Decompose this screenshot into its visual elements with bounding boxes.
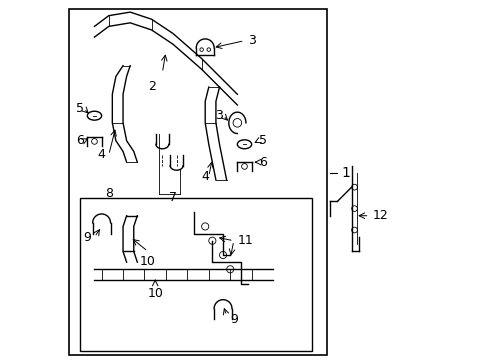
Text: 9: 9 bbox=[83, 231, 91, 244]
Text: 2: 2 bbox=[147, 80, 155, 93]
Text: 3: 3 bbox=[215, 109, 223, 122]
Bar bbox=[69, 9, 326, 355]
Text: 11: 11 bbox=[237, 234, 253, 247]
Text: 7: 7 bbox=[169, 191, 177, 204]
Bar bbox=[80, 198, 312, 351]
Text: 5: 5 bbox=[76, 102, 83, 115]
Text: 3: 3 bbox=[247, 34, 255, 47]
Text: 4: 4 bbox=[201, 170, 208, 183]
Text: 5: 5 bbox=[258, 134, 266, 147]
Text: 10: 10 bbox=[140, 255, 156, 268]
Text: 12: 12 bbox=[372, 209, 388, 222]
Text: 9: 9 bbox=[230, 313, 238, 326]
Text: 4: 4 bbox=[97, 148, 105, 162]
Text: 6: 6 bbox=[258, 156, 266, 168]
Text: 10: 10 bbox=[147, 287, 163, 300]
Text: 1: 1 bbox=[340, 166, 349, 180]
Text: 8: 8 bbox=[104, 187, 113, 200]
Text: 6: 6 bbox=[76, 134, 83, 147]
